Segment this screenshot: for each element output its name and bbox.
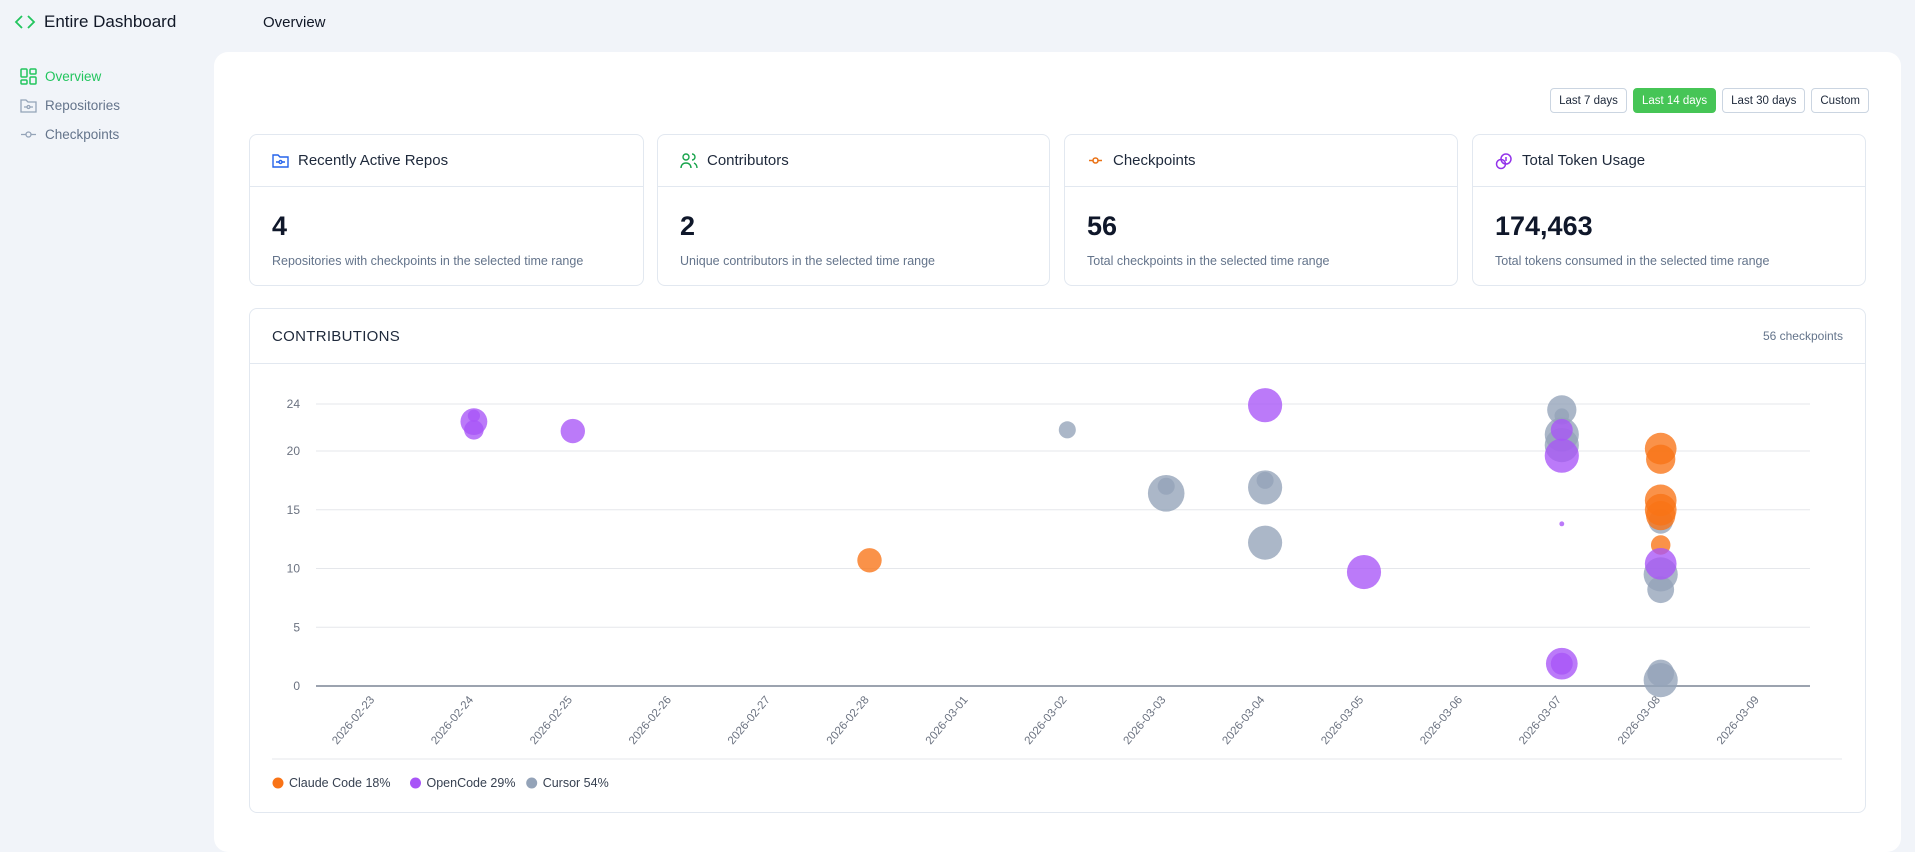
contributions-title: CONTRIBUTIONS bbox=[272, 327, 401, 345]
bubble-cursor bbox=[1058, 421, 1076, 439]
y-tick-label: 0 bbox=[293, 679, 300, 693]
x-tick-label: 2026-03-07 bbox=[1517, 694, 1564, 747]
users-icon bbox=[680, 153, 698, 169]
bubble-opencode bbox=[467, 409, 480, 422]
y-tick-label: 20 bbox=[287, 444, 301, 458]
bubble-claude bbox=[1646, 500, 1676, 531]
x-tick-label: 2026-03-02 bbox=[1023, 694, 1070, 747]
code-icon bbox=[14, 15, 36, 29]
sidebar-item-overview[interactable]: Overview bbox=[20, 62, 200, 91]
bubble-cursor bbox=[1248, 525, 1283, 560]
sidebar-nav: Overview Repositories Checkpoints bbox=[20, 62, 200, 149]
card-title: Recently Active Repos bbox=[298, 152, 449, 169]
range-custom-button[interactable]: Custom bbox=[1811, 88, 1869, 113]
range-30-days-button[interactable]: Last 30 days bbox=[1722, 88, 1806, 113]
x-tick-label: 2026-03-09 bbox=[1715, 694, 1762, 747]
bubble-claude bbox=[1646, 444, 1676, 474]
sidebar-item-label: Overview bbox=[45, 69, 102, 84]
y-tick-label: 15 bbox=[287, 503, 301, 517]
card-description: Total checkpoints in the selected time r… bbox=[1087, 254, 1330, 268]
folder-icon bbox=[272, 154, 289, 168]
x-tick-label: 2026-02-23 bbox=[330, 694, 377, 747]
x-tick-label: 2026-02-26 bbox=[627, 694, 674, 747]
y-tick-label: 10 bbox=[287, 562, 301, 576]
grid-icon bbox=[20, 68, 37, 85]
x-tick-label: 2026-03-05 bbox=[1319, 694, 1366, 747]
stat-card-token-usage: Total Token Usage 174,463 Total tokens c… bbox=[1472, 134, 1866, 286]
card-description: Total tokens consumed in the selected ti… bbox=[1495, 254, 1770, 268]
bubble-cursor bbox=[1643, 663, 1678, 698]
bubble-opencode bbox=[1550, 418, 1573, 441]
contributions-card: CONTRIBUTIONS 56 checkpoints 0 5 10 15 20 24 2… bbox=[249, 308, 1866, 813]
x-tick-label: 2026-03-06 bbox=[1418, 694, 1465, 747]
x-tick-label: 2026-03-01 bbox=[924, 694, 971, 747]
stat-card-checkpoints: Checkpoints 56 Total checkpoints in the … bbox=[1064, 134, 1458, 286]
range-14-days-button[interactable]: Last 14 days bbox=[1632, 88, 1717, 113]
sidebar-item-label: Checkpoints bbox=[45, 127, 120, 142]
folder-icon bbox=[20, 99, 37, 113]
x-tick-label: 2026-03-03 bbox=[1121, 694, 1168, 747]
card-title: Total Token Usage bbox=[1522, 152, 1646, 169]
card-description: Unique contributors in the selected time… bbox=[680, 254, 936, 268]
card-title: Contributors bbox=[707, 152, 789, 169]
legend-swatch-opencode bbox=[410, 777, 421, 789]
legend-swatch-claude bbox=[272, 777, 284, 789]
stat-card-contributors: Contributors 2 Unique contributors in th… bbox=[657, 134, 1050, 286]
bubble-opencode bbox=[464, 420, 484, 440]
bubble-opencode bbox=[560, 418, 585, 444]
x-tick-label: 2026-02-27 bbox=[726, 694, 773, 747]
sidebar-item-checkpoints[interactable]: Checkpoints bbox=[20, 120, 200, 149]
sidebar-item-label: Repositories bbox=[45, 98, 121, 113]
stat-card-repos: Recently Active Repos 4 Repositories wit… bbox=[249, 134, 644, 286]
bubble-opencode bbox=[1346, 554, 1382, 590]
bubble-cursor bbox=[1157, 477, 1175, 495]
bubble-opencode bbox=[1559, 521, 1565, 527]
x-tick-label: 2026-02-25 bbox=[528, 694, 575, 747]
card-value: 2 bbox=[680, 211, 696, 241]
checkpoint-count: 56 checkpoints bbox=[1762, 329, 1843, 343]
time-range-selector: Last 7 days Last 14 days Last 30 days Cu… bbox=[1550, 88, 1869, 113]
brand[interactable]: Entire Dashboard bbox=[14, 12, 176, 32]
bubble-opencode bbox=[1550, 652, 1573, 675]
app-title: Entire Dashboard bbox=[44, 12, 177, 31]
y-tick-label: 24 bbox=[287, 397, 301, 411]
sidebar-item-repositories[interactable]: Repositories bbox=[20, 91, 200, 120]
card-description: Repositories with checkpoints in the sel… bbox=[272, 254, 584, 268]
legend-label: Cursor 54% bbox=[543, 776, 609, 790]
coins-icon bbox=[1495, 152, 1512, 169]
card-title: Checkpoints bbox=[1113, 152, 1196, 169]
bubble-opencode bbox=[1644, 547, 1677, 580]
commit-icon bbox=[21, 131, 36, 138]
y-tick-label: 5 bbox=[293, 620, 300, 634]
bubble-cursor bbox=[1256, 471, 1274, 489]
range-7-days-button[interactable]: Last 7 days bbox=[1550, 88, 1627, 113]
legend-label: OpenCode 29% bbox=[427, 776, 516, 790]
bubble-opencode bbox=[1544, 438, 1579, 473]
bubble-cursor bbox=[1647, 576, 1675, 604]
x-tick-label: 2026-02-24 bbox=[429, 694, 476, 747]
page-title: Overview bbox=[263, 14, 326, 31]
contributions-chart: 0 5 10 15 20 24 2026-02-23 2026-02-24 2026-02-25… bbox=[272, 388, 1842, 790]
x-tick-label: 2026-03-08 bbox=[1616, 694, 1663, 747]
legend-label: Claude Code 18% bbox=[289, 776, 390, 790]
card-value: 4 bbox=[272, 211, 288, 241]
bubble-claude bbox=[857, 548, 882, 573]
card-value: 56 bbox=[1087, 211, 1118, 241]
commit-icon bbox=[1089, 157, 1102, 164]
card-value: 174,463 bbox=[1495, 211, 1593, 241]
legend-swatch-cursor bbox=[526, 777, 538, 789]
bubble-opencode bbox=[1248, 388, 1283, 423]
x-tick-label: 2026-03-04 bbox=[1220, 694, 1267, 747]
x-tick-label: 2026-02-28 bbox=[825, 694, 872, 747]
